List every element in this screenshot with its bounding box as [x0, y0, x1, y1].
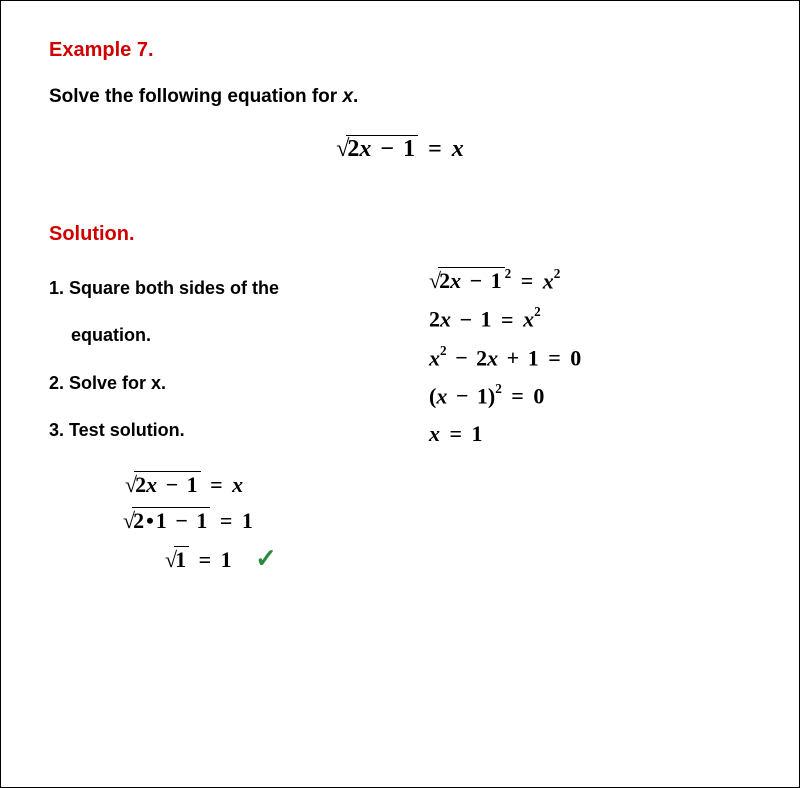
work-line-2: 2x − 1 = x2	[399, 306, 751, 332]
work-line-4: (x − 1)2 = 0	[399, 383, 751, 409]
radicand: 2x − 1	[346, 135, 418, 162]
prompt-text: Solve the following equation for x.	[49, 86, 751, 108]
work-line-1: √2x − 12 = x2	[399, 268, 751, 294]
main-equation: √2x − 1 = x	[49, 136, 751, 163]
rhs: x	[452, 136, 464, 162]
test-line-2: √2•1 − 1 = 1	[109, 508, 369, 534]
step-1a: 1. Square both sides of the	[49, 268, 369, 309]
example-label: Example 7.	[49, 39, 751, 62]
step-2: 2. Solve for x.	[49, 363, 369, 404]
work-line-5: x = 1	[399, 421, 751, 447]
step-3: 3. Test solution.	[49, 410, 369, 451]
sqrt-expr: √2x − 1	[336, 136, 418, 163]
worksheet-page: Example 7. Solve the following equation …	[0, 0, 800, 788]
work-line-3: x2 − 2x + 1 = 0	[399, 345, 751, 371]
prompt-suffix: .	[353, 86, 358, 107]
test-line-3: √1 = 1 ✓	[109, 544, 369, 574]
test-block: √2x − 1 = x √2•1 − 1 = 1 √1 = 1 ✓	[109, 472, 369, 574]
prompt-variable: x	[342, 86, 353, 107]
check-icon: ✓	[255, 544, 277, 573]
prompt-prefix: Solve the following equation for	[49, 86, 342, 107]
solution-label: Solution.	[49, 223, 751, 246]
step-1b: equation.	[49, 315, 369, 356]
equals-sign: =	[424, 136, 446, 162]
solution-body: 1. Square both sides of the equation. 2.…	[49, 268, 751, 584]
steps-column: 1. Square both sides of the equation. 2.…	[49, 268, 369, 584]
test-line-1: √2x − 1 = x	[109, 472, 369, 498]
work-column: √2x − 12 = x2 2x − 1 = x2 x2 − 2x + 1 = …	[399, 268, 751, 584]
